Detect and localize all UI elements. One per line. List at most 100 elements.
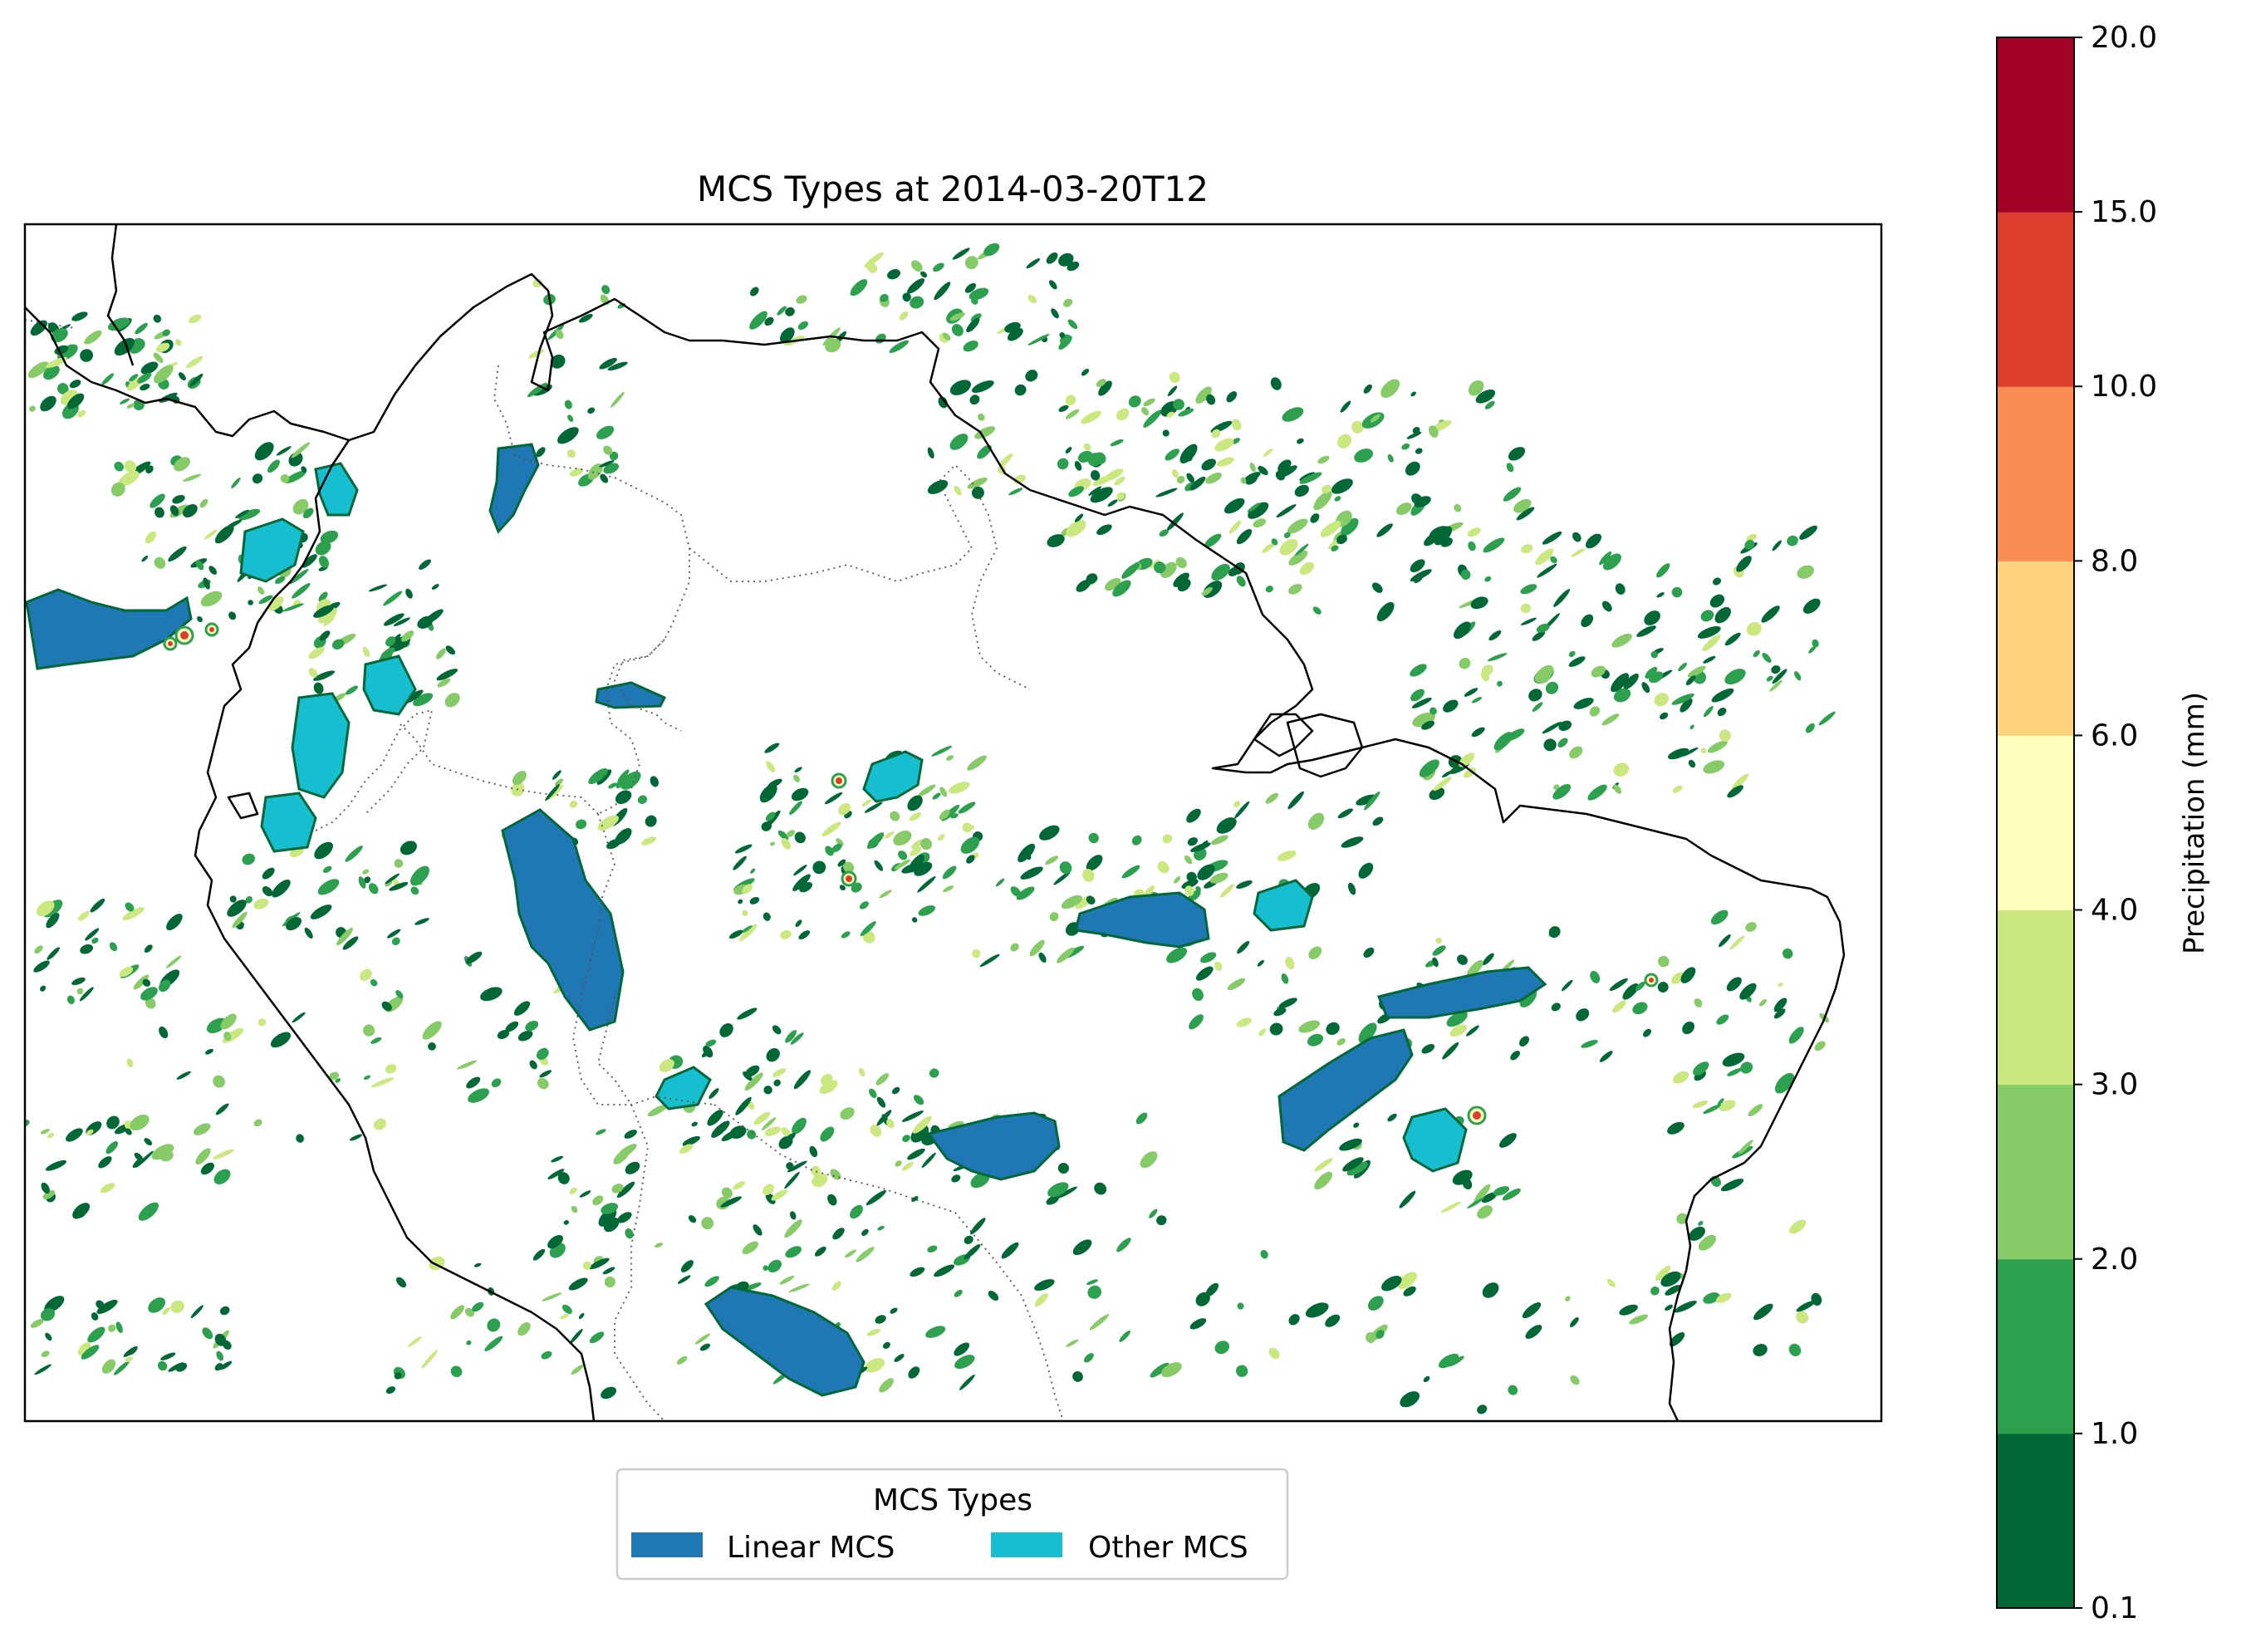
precip-cell [46,913,60,929]
precip-cell [140,384,150,391]
precip-cell [1553,784,1560,790]
map-frame [23,223,1883,1423]
precip-cell [1438,1353,1459,1369]
precip-cell [1548,926,1561,939]
precip-cell [172,494,185,504]
precip-cell [1312,606,1322,615]
precip-cell [1484,576,1492,582]
precip-cell [1601,713,1620,726]
precip-cell [1068,486,1084,498]
precip-cell [877,1225,885,1231]
precip-cell [1121,865,1140,879]
precip-cell [841,931,851,939]
precip-cell [216,1351,224,1361]
precip-cell [1157,861,1170,874]
precip-cell [1403,1286,1416,1297]
precip-cell [1063,298,1073,307]
precip-cell [1206,394,1216,405]
precip-cell [107,317,130,331]
precip-cell [214,525,234,544]
precip-cell [1740,1061,1753,1074]
precip-cell [1493,1186,1510,1196]
precip-cell [1520,584,1537,595]
precip-cell [1314,1171,1333,1190]
precip-cell [1667,1121,1684,1135]
precip-cell [135,322,148,335]
precip-cell [100,1183,115,1194]
colorbar-tick-label: 2.0 [2091,1243,2138,1277]
precip-cell [312,670,336,681]
precip-cell [1506,463,1514,473]
precip-cell [1046,252,1058,264]
precip-cell [927,447,934,459]
precip-cell [911,839,924,850]
precip-cell [115,1321,123,1334]
precip-cell [457,1060,478,1070]
precip-cell [1520,544,1533,554]
precip-cell [1156,1215,1167,1226]
precip-cell [219,1306,230,1316]
precip-cell [1270,377,1282,390]
precip-cell [1169,371,1180,384]
precip-cell [1313,490,1332,511]
precip-cell [205,1048,213,1055]
precip-cell [910,846,922,856]
linear-mcs-region [1074,891,1210,949]
precip-cell [753,1224,763,1236]
precip-cell [1288,583,1302,595]
precip-cell [536,447,546,458]
precip-cell [794,767,802,773]
precip-cell [1650,650,1658,659]
precip-cell [391,937,400,946]
precip-cell [785,1246,802,1258]
precip-cell [650,776,660,787]
precip-cell [882,1341,890,1349]
precip-cell [1240,477,1247,484]
precip-cell [1410,664,1427,677]
precip-cell [536,1048,549,1060]
precip-cell [1047,1182,1069,1198]
precip-cell [1619,1304,1638,1316]
precip-cell [1736,556,1752,572]
precip-cell [787,1160,807,1173]
precip-cell [405,588,413,599]
precip-cell [1410,689,1425,702]
linear-mcs-region [488,443,540,534]
precip-cell [949,782,970,794]
precip-cell [954,1289,963,1297]
precip-cell [1622,983,1639,1000]
precip-cell [824,792,843,805]
precip-cell [248,600,253,605]
colorbar-cell [1997,1084,2074,1260]
precip-cell [971,380,994,393]
precip-cell [1190,842,1211,852]
precip-cell [1462,1178,1473,1190]
precip-cell [71,977,86,986]
precip-cell [711,1120,730,1138]
precip-cell [679,1144,694,1154]
precip-cell [1466,1025,1479,1037]
precip-cell [1140,1151,1158,1169]
precip-cell [1397,1272,1418,1289]
precip-cell [87,1326,105,1343]
precip-cell [1762,653,1772,663]
precip-cell [677,1275,691,1284]
precip-cell [1623,674,1639,689]
precip-cell [567,414,574,422]
precip-cell [879,1378,894,1393]
precip-cell [850,1204,863,1219]
precip-cell [1655,1266,1671,1282]
linear-mcs-region [595,681,667,709]
precip-cell [1131,835,1142,846]
precip-cell [1162,834,1173,844]
precip-cell [175,339,182,346]
precip-cell [1307,1033,1324,1047]
precip-cell [1498,1133,1517,1148]
precip-cell [1726,977,1742,992]
precip-cell [317,879,340,895]
precip-cell [1414,496,1431,507]
precip-cell [258,595,273,605]
precip-cell [1189,1318,1207,1330]
precip-cell [43,365,60,380]
precip-cell [1467,1198,1484,1208]
